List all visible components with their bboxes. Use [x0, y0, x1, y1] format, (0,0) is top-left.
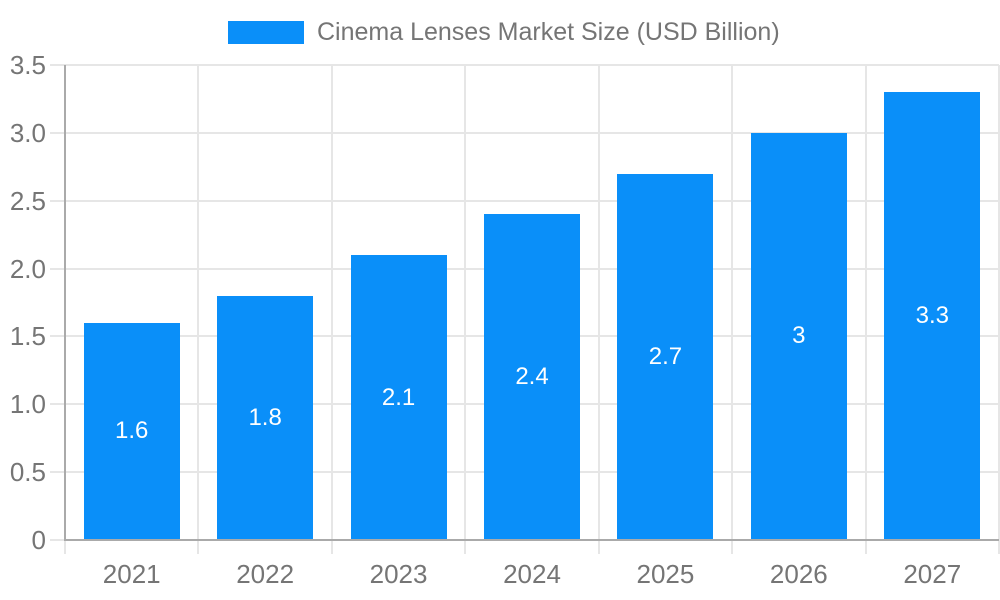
- gridline-horizontal: [65, 64, 999, 66]
- x-axis-line: [64, 539, 999, 541]
- gridline-vertical: [998, 65, 1000, 554]
- bar-2022[interactable]: [217, 295, 314, 540]
- y-axis-tick-mark: [50, 539, 65, 541]
- gridline-horizontal: [65, 131, 999, 134]
- gridline-vertical: [464, 65, 467, 554]
- y-axis-line: [64, 65, 66, 540]
- x-tick-label-2027: 2027: [903, 559, 962, 589]
- gridline-vertical: [197, 65, 200, 554]
- y-tick-label-2.5: 2.5: [9, 185, 46, 216]
- bar-2021[interactable]: [83, 322, 180, 540]
- y-axis-tick-mark: [50, 335, 65, 338]
- gridline-vertical: [864, 65, 867, 554]
- y-tick-label-1.5: 1.5: [9, 321, 46, 352]
- y-tick-label-3.5: 3.5: [9, 50, 46, 80]
- y-tick-label-0.5: 0.5: [9, 457, 46, 488]
- bar-value-label-2024: 2.4: [515, 363, 549, 391]
- bar-value-label-2027: 3.3: [915, 302, 949, 330]
- y-axis-tick-mark: [50, 267, 65, 270]
- bar-value-label-2026: 3: [792, 322, 806, 350]
- x-tick-label-2024: 2024: [503, 559, 561, 589]
- bar-2025[interactable]: [617, 173, 714, 540]
- y-tick-label-3.0: 3.0: [9, 117, 46, 148]
- chart-legend: Cinema Lenses Market Size (USD Billion): [228, 17, 780, 47]
- gridline-vertical: [597, 65, 600, 554]
- gridline-vertical: [330, 65, 333, 554]
- bar-value-label-2025: 2.7: [648, 342, 683, 370]
- x-tick-label-2023: 2023: [369, 559, 428, 589]
- bar-value-label-2022: 1.8: [248, 403, 282, 431]
- y-axis-tick-mark: [50, 64, 65, 66]
- y-axis-tick-mark: [50, 471, 65, 474]
- y-tick-label-1.0: 1.0: [9, 389, 46, 420]
- y-tick-label-0: 0: [31, 525, 46, 555]
- bar-value-label-2021: 1.6: [115, 417, 149, 445]
- gridline-horizontal: [65, 199, 999, 202]
- bar-2027[interactable]: [884, 92, 981, 540]
- bar-2023[interactable]: [350, 255, 447, 540]
- x-tick-label-2022: 2022: [236, 559, 295, 589]
- bar-value-label-2023: 2.1: [381, 383, 416, 411]
- y-axis-tick-mark: [50, 131, 65, 134]
- legend-swatch: [228, 20, 304, 44]
- gridline-vertical: [731, 65, 734, 554]
- x-tick-label-2021: 2021: [102, 559, 161, 589]
- y-axis-tick-mark: [50, 199, 65, 202]
- bar-2024[interactable]: [484, 214, 580, 540]
- legend-label: Cinema Lenses Market Size (USD Billion): [317, 18, 780, 46]
- bar-2026[interactable]: [750, 132, 847, 540]
- x-tick-label-2025: 2025: [636, 559, 695, 589]
- y-tick-label-2.0: 2.0: [9, 253, 46, 284]
- y-axis-tick-mark: [50, 403, 65, 406]
- x-tick-label-2026: 2026: [769, 559, 828, 589]
